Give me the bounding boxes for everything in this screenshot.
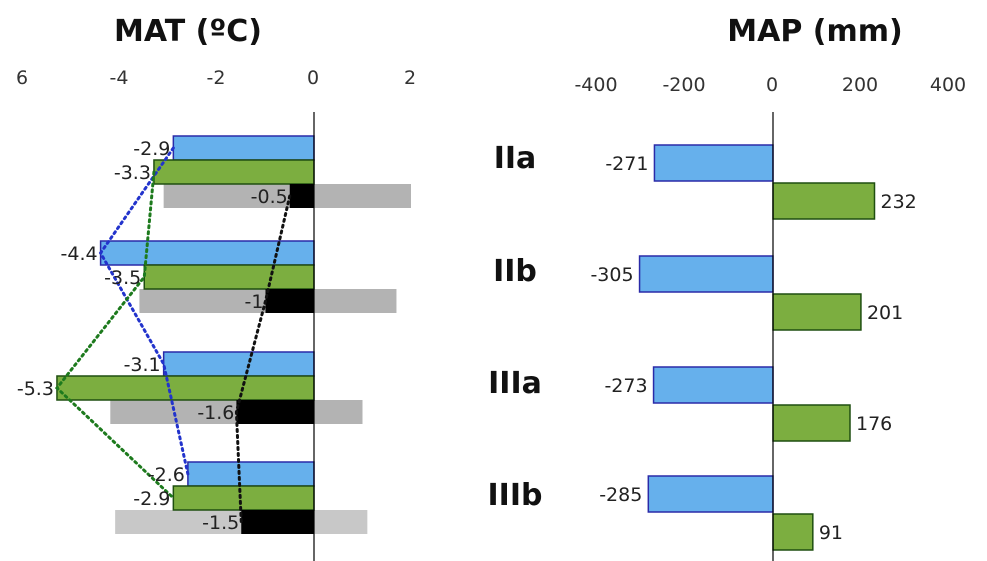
map-value-labels: -271 -305 -273 -285 232 201 176 91 <box>590 153 916 544</box>
mat-tick-label: 2 <box>404 67 416 89</box>
map-value-label: -285 <box>599 484 642 506</box>
mat-connector-line <box>54 170 175 500</box>
map-bar <box>772 513 814 551</box>
map-tick-label: -400 <box>574 74 617 96</box>
mat-value-label: -4.4 <box>61 243 98 265</box>
map-bar <box>638 255 774 293</box>
mat-bar <box>153 159 315 185</box>
map-value-label: -305 <box>590 264 633 286</box>
map-value-label: 201 <box>867 302 903 324</box>
map-tick-label: 400 <box>930 74 966 96</box>
map-bar <box>772 182 876 220</box>
mat-value-label: -3.1 <box>124 354 161 376</box>
mat-value-label: -0.5 <box>251 186 288 208</box>
mat-bar <box>236 400 314 424</box>
mat-bar <box>99 240 315 266</box>
map-bar <box>772 293 862 331</box>
mat-chart: MAT (ºC) 6 -4 -2 0 2 -2.9-3.3-0.5-4.4-3.5-1-… <box>16 14 416 561</box>
mat-bar <box>265 289 314 313</box>
map-tick-label: 200 <box>842 74 878 96</box>
mat-connector-line <box>234 194 292 524</box>
mat-bar <box>289 184 314 208</box>
mat-tick-label: -4 <box>110 67 129 89</box>
map-value-label: -273 <box>604 375 647 397</box>
mat-bar <box>241 510 314 534</box>
map-bars <box>638 144 876 551</box>
group-label-iiia: IIIa <box>488 366 542 401</box>
mat-tick-label: 0 <box>307 67 319 89</box>
map-bar <box>647 475 774 513</box>
map-value-label: 176 <box>856 413 892 435</box>
mat-tick-label: 6 <box>16 67 28 89</box>
map-tick-label: 0 <box>766 74 778 96</box>
map-bar <box>772 404 851 442</box>
map-title: MAP (mm) <box>727 14 902 49</box>
mat-x-axis: 6 -4 -2 0 2 <box>16 67 416 89</box>
mat-value-label: -2.9 <box>133 138 170 160</box>
mat-value-label: -2.6 <box>148 464 185 486</box>
mat-value-label: -3.5 <box>104 267 141 289</box>
mat-connector-line <box>98 146 190 476</box>
map-bar <box>653 144 774 182</box>
mat-bar <box>56 375 315 401</box>
mat-bar <box>187 461 315 487</box>
mat-value-labels: -2.9-3.3-0.5-4.4-3.5-1-3.1-5.3-1.6-2.6-2… <box>17 138 288 534</box>
mat-connector-lines <box>54 146 292 524</box>
mat-bar <box>172 135 315 161</box>
mat-value-label: -1.6 <box>197 402 234 424</box>
mat-bar <box>143 264 315 290</box>
mat-value-label: -1 <box>245 291 264 313</box>
mat-value-label: -3.3 <box>114 162 151 184</box>
map-value-label: 232 <box>881 191 917 213</box>
mat-value-label: -2.9 <box>133 488 170 510</box>
group-label-iia: IIa <box>494 141 537 176</box>
mat-bar <box>172 485 315 511</box>
mat-bar <box>162 351 315 377</box>
map-chart: MAP (mm) -400 -200 0 200 400 -271 -305 -273 -28… <box>574 14 966 561</box>
group-labels: IIa IIb IIIa IIIb <box>488 141 543 513</box>
map-x-axis: -400 -200 0 200 400 <box>574 74 966 96</box>
map-tick-label: -200 <box>662 74 705 96</box>
mat-value-label: -5.3 <box>17 378 54 400</box>
map-value-label: 91 <box>819 522 843 544</box>
map-value-label: -271 <box>605 153 648 175</box>
mat-title: MAT (ºC) <box>114 14 262 49</box>
group-label-iib: IIb <box>493 254 537 289</box>
mat-value-label: -1.5 <box>202 512 239 534</box>
mat-tick-label: -2 <box>207 67 226 89</box>
group-label-iiib: IIIb <box>488 478 543 513</box>
map-bar <box>652 366 774 404</box>
mat-bars <box>56 135 315 534</box>
